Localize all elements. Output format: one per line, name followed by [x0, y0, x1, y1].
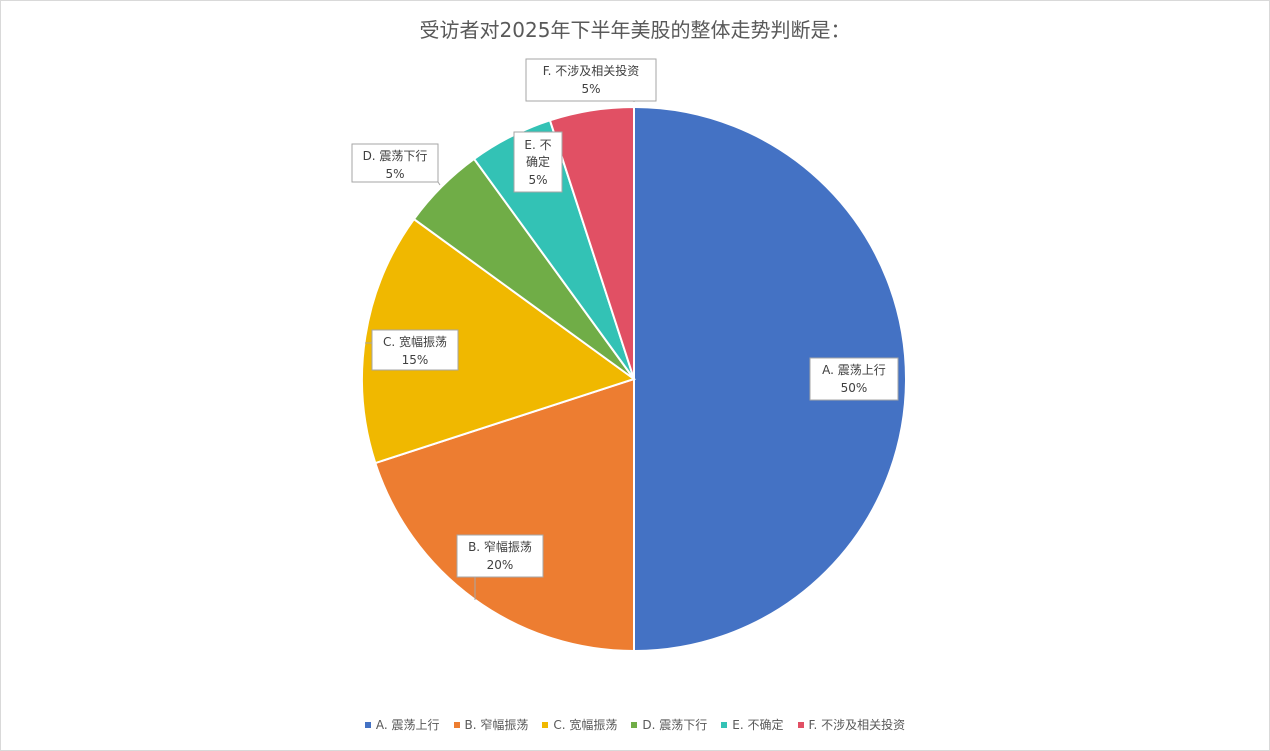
- data-label-category: B. 窄幅振荡: [468, 539, 532, 554]
- legend-item-a: A. 震荡上行: [364, 716, 440, 733]
- pie-slice-f: [548, 105, 635, 380]
- data-label-d: D. 震荡下行 5%: [351, 143, 441, 186]
- legend-label: F. 不涉及相关投资: [808, 718, 906, 732]
- data-label-category: D. 震荡下行: [363, 149, 428, 163]
- chart-title: 受访者对2025年下半年美股的整体走势判断是：: [419, 18, 851, 42]
- data-label-box: [525, 58, 657, 102]
- legend-item-e: E. 不确定: [721, 716, 784, 733]
- data-label-value: 15%: [402, 353, 429, 367]
- data-label-box: [371, 329, 459, 371]
- legend-label: C. 宽幅振荡: [553, 718, 618, 732]
- data-label-category-cont: 确定: [526, 154, 550, 169]
- data-label-value: 5%: [385, 167, 404, 181]
- legend-swatch: [542, 721, 549, 728]
- pie-slice-b: [374, 377, 635, 653]
- legend-label: E. 不确定: [732, 718, 784, 732]
- legend-swatch: [631, 721, 638, 728]
- data-label-box: [513, 131, 563, 193]
- data-label-e: E. 不确定 5%: [513, 131, 563, 193]
- legend-swatch: [721, 721, 728, 728]
- legend-item-b: B. 窄幅振荡: [453, 716, 529, 733]
- data-label-category: E. 不: [524, 138, 551, 152]
- data-label-box: [809, 357, 899, 401]
- data-label-value: 50%: [841, 381, 868, 395]
- data-label-box: [456, 534, 544, 578]
- data-label-b: B. 窄幅振荡 20%: [456, 534, 544, 600]
- chart-legend: A. 震荡上行 B. 窄幅振荡 C. 宽幅振荡 D. 震荡下行 E. 不确定 F. 不涉及…: [0, 716, 1270, 733]
- data-label-category: F. 不涉及相关投资: [543, 63, 640, 78]
- data-label-box: [351, 143, 439, 183]
- legend-swatch: [453, 721, 460, 728]
- legend-label: D. 震荡下行: [642, 718, 708, 732]
- legend-item-d: D. 震荡下行: [631, 716, 707, 733]
- legend-item-f: F. 不涉及相关投资: [797, 716, 906, 733]
- data-label-value: 5%: [528, 173, 547, 187]
- legend-swatch: [797, 721, 804, 728]
- data-label-category: C. 宽幅振荡: [383, 334, 447, 349]
- pie-slice-a: [633, 105, 907, 653]
- legend-item-c: C. 宽幅振荡: [542, 716, 617, 733]
- data-label-category: A. 震荡上行: [822, 363, 886, 377]
- pie-slice-c: [361, 217, 637, 465]
- pie-slices: [361, 105, 907, 653]
- legend-label: B. 窄幅振荡: [464, 718, 529, 732]
- legend-swatch: [364, 721, 371, 728]
- data-label-f: F. 不涉及相关投资 5%: [525, 58, 657, 102]
- data-label-value: 20%: [487, 558, 514, 572]
- data-label-c: C. 宽幅振荡 15%: [365, 329, 459, 371]
- legend-label: A. 震荡上行: [375, 718, 440, 732]
- data-label-value: 5%: [581, 82, 600, 96]
- data-label-a: A. 震荡上行 50%: [809, 357, 899, 401]
